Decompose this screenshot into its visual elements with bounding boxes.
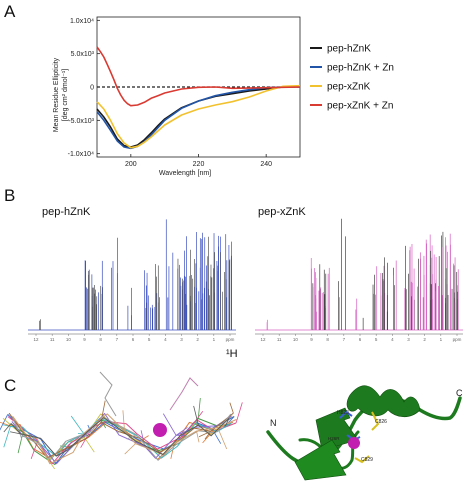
y-tick-label: 5.0x10³: [71, 51, 95, 58]
nmr-tick-label: 4: [391, 337, 394, 342]
nmr-tick-label: 8: [326, 337, 329, 342]
ensemble-side-chain: [48, 459, 55, 470]
ensemble-side-chain: [196, 431, 200, 443]
cd-series-line-2: [96, 84, 301, 149]
nmr-x-label: ¹H: [226, 348, 238, 360]
nmr-tick-label: 6: [132, 337, 135, 342]
ensemble-side-chain: [217, 427, 228, 450]
ensemble-side-chain: [9, 431, 21, 435]
nmr-left-title: pep-hZnK: [42, 206, 91, 218]
ensemble-side-chain: [197, 398, 201, 419]
cd-series-line-3: [96, 46, 301, 107]
nmr-tick-label: 11: [50, 337, 55, 342]
ensemble-side-chain: [99, 371, 117, 417]
x-tick-label: 220: [193, 161, 205, 168]
nmr-tick-label: ppm: [453, 337, 462, 342]
ribbon-structure: [266, 385, 462, 481]
ensemble-side-chain: [229, 402, 234, 414]
nmr-tick-label: 2: [196, 337, 199, 342]
ensemble-side-chain: [175, 427, 188, 436]
zinc-ion-right: [348, 437, 360, 449]
legend-entry-3: pep-xZnK + Zn: [327, 101, 393, 112]
ensemble-side-chain: [211, 428, 222, 444]
nmr-tick-label: 3: [180, 337, 183, 342]
nmr-tick-label: 1: [440, 337, 443, 342]
residue-label-h823: H823: [337, 410, 349, 416]
panel-letter-a: A: [4, 2, 16, 21]
ensemble-side-chain: [224, 418, 230, 427]
legend-entry-0: pep-hZnK: [327, 44, 371, 55]
cd-series-line-0: [96, 85, 301, 148]
nmr-tick-label: 7: [116, 337, 119, 342]
x-tick-label: 200: [125, 161, 137, 168]
nmr-tick-label: 1: [213, 337, 216, 342]
ensemble-side-chain: [235, 402, 243, 424]
nmr-tick-label: 3: [407, 337, 410, 342]
nmr-tick-label: 10: [66, 337, 72, 342]
panel-letter-b: B: [4, 186, 16, 205]
ensemble-side-chain: [122, 410, 125, 431]
ensemble-side-chain: [0, 421, 10, 427]
nmr-tick-label: ppm: [226, 337, 235, 342]
nmr-tick-label: 11: [277, 337, 282, 342]
nmr-tick-label: 9: [310, 337, 313, 342]
nmr-tick-label: 6: [359, 337, 362, 342]
y-tick-label: -5.0x10³: [68, 118, 94, 125]
nmr-tick-label: 4: [164, 337, 167, 342]
nmr-spectra: 12 11 10 9 8 7 6 5 4 3 2 1 ppm 12 11 10 9 8 7 6 5 4 3 2 1 ppm: [28, 218, 463, 342]
ensemble-model-trace: [9, 419, 234, 460]
nmr-tick-label: 8: [99, 337, 102, 342]
panel-letter-c: C: [4, 376, 17, 395]
c-terminus-label: C: [456, 388, 463, 398]
ensemble-side-chain: [0, 414, 9, 431]
nmr-spectrum-right: 12 11 10 9 8 7 6 5 4 3 2 1 ppm: [255, 218, 463, 342]
residue-label-c829: C829: [361, 457, 373, 463]
y-tick-label: 1.0x10⁴: [70, 18, 94, 25]
n-terminus-label: N: [270, 418, 277, 428]
nmr-tick-label: 12: [260, 337, 266, 342]
ensemble-side-chain: [19, 433, 23, 440]
ensemble-side-chain: [193, 405, 199, 426]
legend-entry-1: pep-hZnK + Zn: [327, 63, 394, 74]
ensemble-side-chain: [196, 410, 204, 420]
nmr-tick-label: 5: [375, 337, 378, 342]
nmr-spectrum-left: 12 11 10 9 8 7 6 5 4 3 2 1 ppm: [28, 219, 236, 342]
nmr-tick-label: 10: [293, 337, 299, 342]
ensemble-side-chain: [169, 377, 199, 411]
legend-entry-2: pep-xZnK: [327, 82, 371, 93]
ensemble-side-chain: [3, 426, 11, 448]
y-tick-label: -1.0x10⁴: [68, 151, 94, 158]
nmr-tick-label: 5: [148, 337, 151, 342]
nmr-tick-label: 7: [343, 337, 346, 342]
cd-plot-area: 1.0x10⁴ 5.0x10³ 0 -5.0x10³ -1.0x10⁴ 200 220 240: [68, 16, 301, 168]
y-axis-label-line2: [deg cm² dmol⁻¹]: [62, 69, 69, 121]
ensemble-side-chain: [3, 423, 12, 433]
nmr-right-title: pep-xZnK: [258, 206, 306, 218]
ensemble-side-chain: [84, 437, 95, 453]
ensemble-model-trace: [10, 417, 230, 457]
cd-legend: pep-hZnK pep-hZnK + Zn pep-xZnK pep-xZnK + …: [310, 44, 394, 112]
nmr-tick-label: 12: [33, 337, 39, 342]
ensemble-side-chain: [162, 413, 177, 436]
nmr-tick-label: 9: [83, 337, 86, 342]
ensemble-model-trace: [12, 413, 237, 465]
y-tick-label: 0: [90, 85, 94, 92]
cd-series-line-1: [96, 86, 300, 150]
ensemble-side-chain: [80, 427, 93, 448]
residue-label-c826: C826: [375, 419, 387, 425]
cd-chart: 1.0x10⁴ 5.0x10³ 0 -5.0x10³ -1.0x10⁴ 200 220 240…: [53, 16, 394, 177]
residue-label-h26r: H26R: [328, 436, 340, 441]
y-axis-label-line1: Mean Residue Ellipticity: [53, 57, 60, 132]
nmr-ensemble-structure: [0, 371, 243, 470]
x-tick-label: 240: [260, 161, 272, 168]
ensemble-side-chain: [126, 434, 137, 440]
nmr-tick-label: 2: [423, 337, 426, 342]
zinc-ion-left: [153, 423, 167, 437]
x-axis-label: Wavelength [nm]: [159, 170, 211, 177]
ensemble-side-chain: [124, 443, 136, 455]
ensemble-side-chain: [70, 415, 85, 435]
